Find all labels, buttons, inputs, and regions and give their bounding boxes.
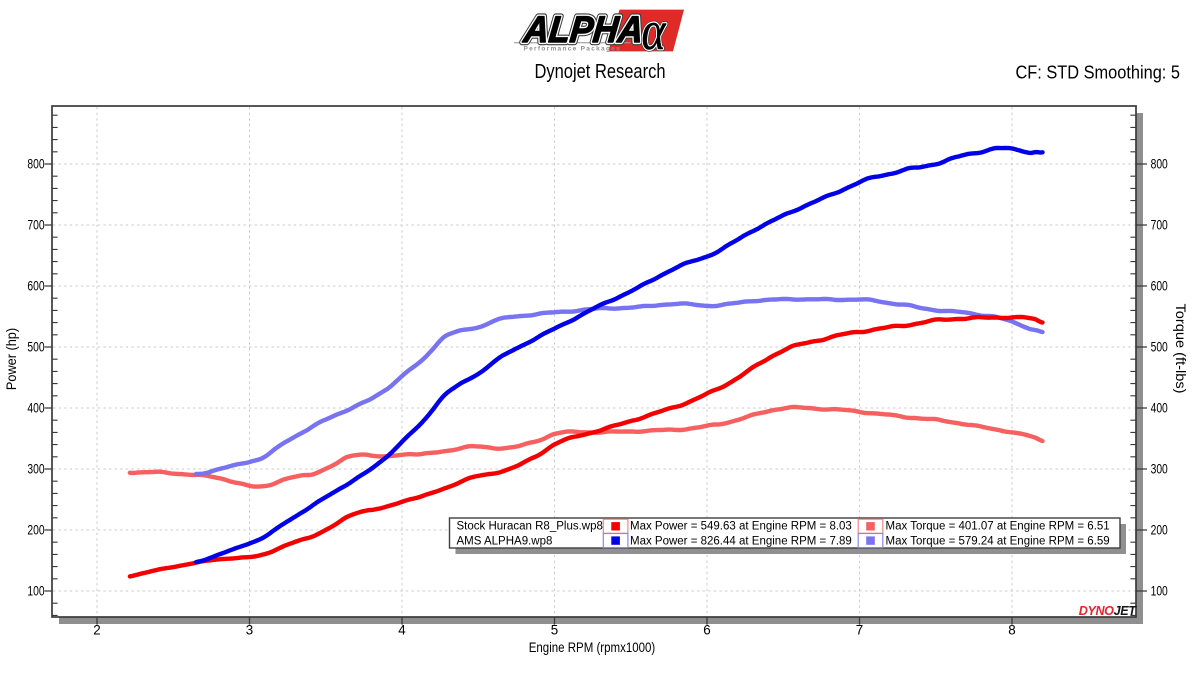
svg-text:400: 400 [1151, 401, 1168, 416]
svg-text:Max Power = 826.44 at Engine R: Max Power = 826.44 at Engine RPM = 7.89 [630, 535, 852, 547]
svg-text:700: 700 [27, 218, 44, 233]
svg-text:700: 700 [1151, 218, 1168, 233]
svg-text:300: 300 [1151, 462, 1168, 477]
svg-text:4: 4 [398, 622, 406, 637]
svg-text:8: 8 [1008, 622, 1015, 637]
svg-text:7: 7 [856, 622, 863, 637]
svg-text:200: 200 [27, 523, 44, 538]
svg-text:600: 600 [1151, 279, 1168, 294]
svg-text:800: 800 [1151, 157, 1168, 172]
svg-text:DYNOJET: DYNOJET [1079, 604, 1137, 618]
svg-text:Max Torque = 401.07 at Engine: Max Torque = 401.07 at Engine RPM = 6.51 [886, 521, 1110, 533]
svg-text:α: α [642, 0, 667, 61]
svg-text:Max Power = 549.63 at Engine R: Max Power = 549.63 at Engine RPM = 8.03 [630, 521, 852, 533]
svg-text:200: 200 [1151, 523, 1168, 538]
svg-text:Engine RPM (rpmx1000): Engine RPM (rpmx1000) [529, 640, 656, 655]
svg-text:400: 400 [27, 401, 44, 416]
svg-text:500: 500 [1151, 340, 1168, 355]
svg-text:Torque (ft-lbs): Torque (ft-lbs) [1173, 304, 1188, 394]
svg-text:100: 100 [1151, 584, 1168, 599]
svg-text:500: 500 [27, 340, 44, 355]
svg-text:ALPHA: ALPHA [521, 8, 645, 50]
svg-text:100: 100 [27, 584, 44, 599]
svg-text:6: 6 [703, 622, 710, 637]
svg-text:3: 3 [246, 622, 253, 637]
svg-text:300: 300 [27, 462, 44, 477]
svg-text:ALPHA: ALPHA [521, 8, 645, 50]
svg-text:800: 800 [27, 157, 44, 172]
svg-text:5: 5 [551, 622, 558, 637]
svg-text:2: 2 [93, 622, 100, 637]
svg-text:AMS ALPHA9.wp8: AMS ALPHA9.wp8 [457, 535, 553, 547]
svg-text:Max Torque = 579.24 at Engine: Max Torque = 579.24 at Engine RPM = 6.59 [886, 535, 1110, 547]
svg-text:Dynojet Research: Dynojet Research [535, 61, 666, 83]
svg-text:Power (hp): Power (hp) [4, 328, 19, 390]
svg-text:ALPHA: ALPHA [521, 8, 645, 50]
svg-text:Performance Packages: Performance Packages [524, 46, 622, 53]
svg-text:600: 600 [27, 279, 44, 294]
svg-text:Stock Huracan R8_Plus.wp8: Stock Huracan R8_Plus.wp8 [457, 521, 603, 533]
svg-text:α: α [642, 0, 667, 61]
svg-text:α: α [642, 0, 667, 61]
svg-text:CF: STD Smoothing: 5: CF: STD Smoothing: 5 [1016, 62, 1181, 82]
